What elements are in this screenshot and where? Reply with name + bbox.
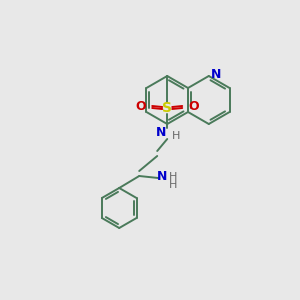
Text: N: N <box>156 127 166 140</box>
Text: O: O <box>188 100 199 113</box>
Text: H: H <box>169 172 178 182</box>
Text: H: H <box>169 180 178 190</box>
Text: N: N <box>157 170 167 184</box>
Text: S: S <box>162 101 172 115</box>
Text: N: N <box>211 68 221 82</box>
Text: O: O <box>136 100 146 113</box>
Text: H: H <box>172 131 181 141</box>
